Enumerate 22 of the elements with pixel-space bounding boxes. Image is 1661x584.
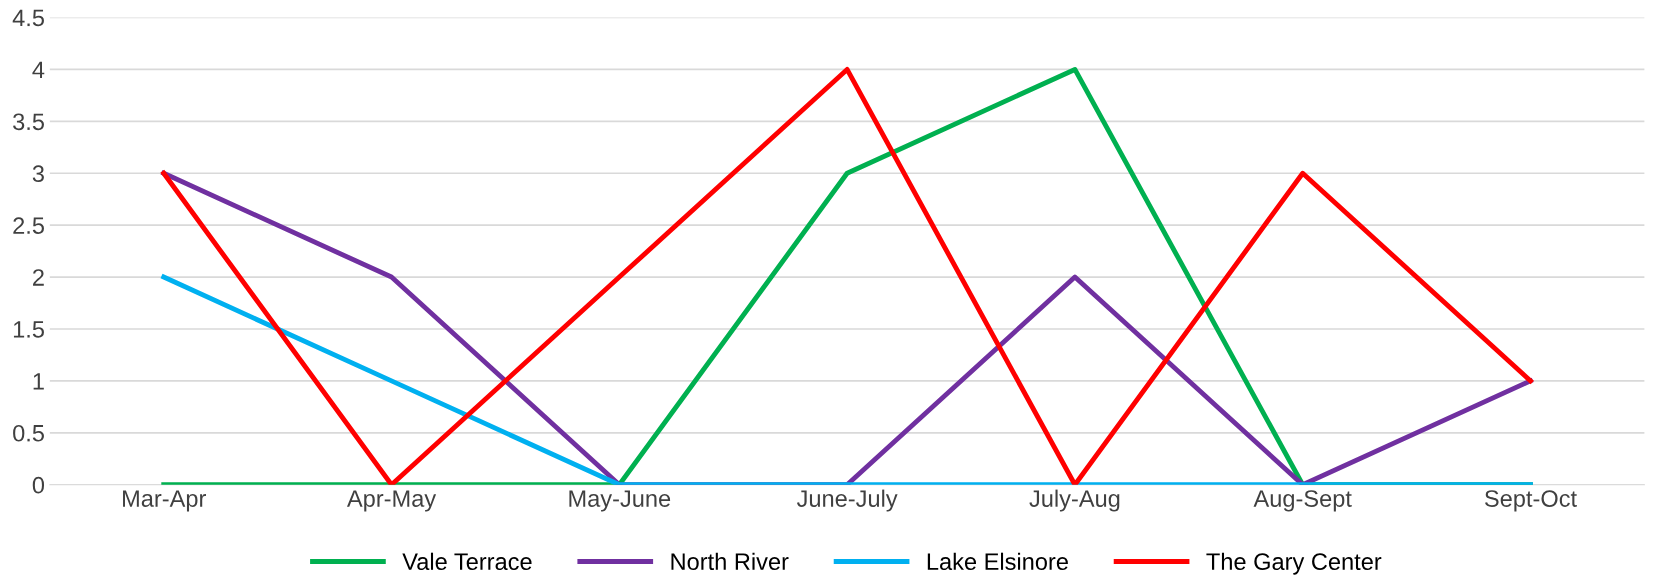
y-tick-label: 1.5 bbox=[13, 321, 44, 338]
y-tick-label: 1 bbox=[33, 373, 44, 390]
legend-label: Vale Terrace bbox=[402, 552, 532, 571]
y-tick-label: 2 bbox=[33, 269, 44, 286]
line-series bbox=[161, 170, 1533, 485]
x-tick-label: May-June bbox=[569, 490, 671, 512]
x-tick-label: June-July bbox=[796, 489, 898, 512]
x-tick-label: July-Aug bbox=[1029, 489, 1120, 512]
legend-label: North River bbox=[671, 552, 789, 571]
x-tick-label: Aug-Sept bbox=[1253, 490, 1352, 512]
x-tick-label: Mar-Apr bbox=[123, 490, 206, 512]
legend-label: The Gary Center bbox=[1206, 552, 1382, 575]
y-tick-label: 0 bbox=[32, 476, 45, 494]
y-tick-label: 0.5 bbox=[13, 424, 44, 442]
y-tick-label: 4 bbox=[32, 61, 45, 78]
y-tick-label: 2.5 bbox=[13, 217, 44, 234]
x-tick-label: Sept-Oct bbox=[1484, 490, 1577, 512]
legend-label: Lake Elsinore bbox=[927, 552, 1068, 571]
x-tick-label: Apr-May bbox=[346, 490, 437, 512]
y-tick-label: 4.5 bbox=[12, 9, 44, 27]
y-tick-label: 3 bbox=[32, 165, 44, 183]
y-tick-label: 3.5 bbox=[13, 113, 44, 131]
